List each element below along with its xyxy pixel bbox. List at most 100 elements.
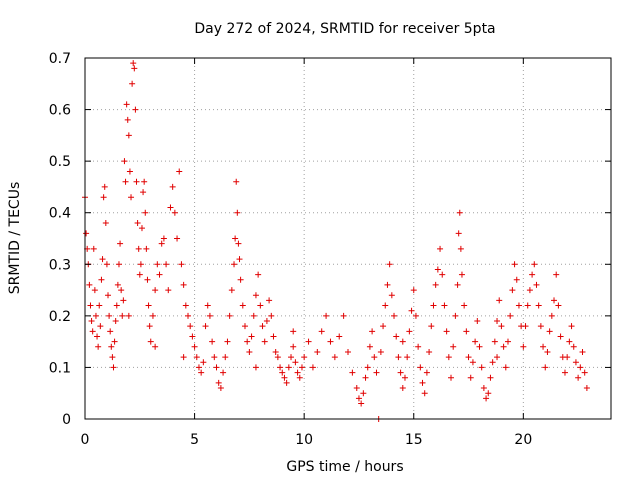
data-point [294,369,301,376]
data-point [226,312,233,319]
data-point [487,374,494,381]
y-tick-label: 0.3 [49,257,71,273]
data-point [382,302,389,309]
y-tick-label: 0 [62,412,71,428]
data-point [439,271,446,278]
data-point [255,271,262,278]
data-point [421,390,428,397]
data-point [187,323,194,330]
data-point [566,338,573,345]
data-point [189,333,196,340]
data-point [443,328,450,335]
data-point [395,354,402,361]
data-point [142,209,149,216]
data-point [129,80,136,87]
data-point [268,312,275,319]
data-point [233,178,240,185]
data-point [397,369,404,376]
data-point [259,323,266,330]
data-point [250,312,257,319]
data-point [100,194,107,201]
data-point [252,364,259,371]
data-point [96,302,103,309]
data-point [553,271,560,278]
data-point [349,369,356,376]
data-point [358,400,365,407]
data-point [202,323,209,330]
data-point [119,312,126,319]
data-point [126,168,133,175]
data-point [131,65,138,72]
data-point [115,261,122,268]
data-point [469,359,476,366]
data-point [485,390,492,397]
data-point [206,312,213,319]
data-point [391,312,398,319]
data-point [296,374,303,381]
data-point [419,379,426,386]
data-point [145,302,152,309]
data-point [524,302,531,309]
data-point [178,261,185,268]
data-point [122,178,129,185]
data-point [465,354,472,361]
data-point [138,225,145,232]
data-point [236,256,243,263]
data-point [579,348,586,355]
data-point [467,374,474,381]
data-point [213,364,220,371]
data-point [234,209,241,216]
y-axis-label: SRMTID / TECUs [7,182,23,295]
data-point [112,318,119,325]
data-point [277,364,284,371]
data-point [87,302,94,309]
data-point [415,343,422,350]
data-point [94,333,101,340]
data-point [555,302,562,309]
data-point [152,343,159,350]
data-point [548,312,555,319]
data-point [369,328,376,335]
data-point [200,359,207,366]
data-point [220,369,227,376]
data-point [257,302,264,309]
data-point [386,261,393,268]
y-tick-label: 0.5 [49,154,71,170]
data-point [283,379,290,386]
data-point [463,328,470,335]
data-point [143,245,150,252]
data-point [98,276,105,283]
data-point [86,281,93,288]
data-point [509,287,516,294]
data-point [88,318,95,325]
data-point [362,374,369,381]
data-point [500,343,507,350]
data-point [232,235,239,242]
data-point [174,235,181,242]
data-point [494,354,501,361]
x-tick-label: 0 [81,432,90,448]
data-point [377,348,384,355]
data-point [224,338,231,345]
data-point [246,348,253,355]
data-point [140,189,147,196]
data-point [244,338,251,345]
data-point [169,183,176,190]
data-point [434,266,441,273]
data-point [575,374,582,381]
data-point [410,287,417,294]
x-tick-label: 15 [405,432,423,448]
data-point [141,178,148,185]
y-tick-label: 0.7 [49,51,71,67]
data-point [423,369,430,376]
data-point [314,348,321,355]
data-point [428,323,435,330]
x-axis-label: GPS time / hours [286,459,403,475]
data-point [457,245,464,252]
tick-labels: 0 5 10 15 20 0 0.1 0.2 0.3 0.4 0.5 0.6 0.7 [49,51,533,448]
data-point [445,354,452,361]
data-point [309,364,316,371]
data-point [123,101,130,108]
data-point [529,271,536,278]
